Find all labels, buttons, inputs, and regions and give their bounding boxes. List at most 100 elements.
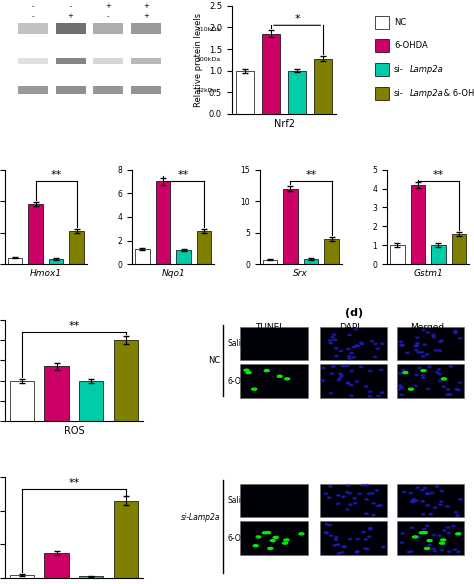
Circle shape <box>339 350 343 352</box>
Bar <box>390 245 404 264</box>
Circle shape <box>340 375 344 377</box>
Circle shape <box>341 366 345 367</box>
Circle shape <box>425 493 428 495</box>
Circle shape <box>409 388 413 390</box>
Circle shape <box>458 382 462 383</box>
Circle shape <box>440 550 444 551</box>
Circle shape <box>380 369 383 371</box>
Circle shape <box>424 487 427 489</box>
Bar <box>10 575 34 578</box>
Bar <box>156 182 170 264</box>
Circle shape <box>446 394 449 395</box>
Circle shape <box>347 383 350 384</box>
Circle shape <box>447 551 451 552</box>
Text: +: + <box>68 13 73 19</box>
Circle shape <box>416 343 419 344</box>
Circle shape <box>364 538 367 540</box>
Bar <box>93 86 123 95</box>
Circle shape <box>324 493 328 495</box>
Circle shape <box>409 492 412 494</box>
Circle shape <box>376 505 380 507</box>
Circle shape <box>338 377 342 378</box>
Text: **: ** <box>51 170 62 180</box>
Circle shape <box>348 334 351 336</box>
Circle shape <box>352 346 356 348</box>
Circle shape <box>441 539 446 541</box>
Bar <box>431 245 446 264</box>
Circle shape <box>382 547 385 548</box>
Circle shape <box>423 344 427 345</box>
Circle shape <box>365 485 369 486</box>
Circle shape <box>442 386 446 387</box>
Circle shape <box>411 502 415 503</box>
Circle shape <box>379 505 383 506</box>
Circle shape <box>453 549 456 550</box>
Circle shape <box>381 343 384 345</box>
Circle shape <box>367 493 371 494</box>
Circle shape <box>432 548 435 550</box>
Circle shape <box>331 336 334 338</box>
Text: si-Lamp2a: si-Lamp2a <box>181 513 220 522</box>
Bar <box>10 381 34 421</box>
Circle shape <box>348 358 351 359</box>
Bar <box>397 327 464 360</box>
Circle shape <box>365 386 368 387</box>
Circle shape <box>340 552 344 553</box>
Circle shape <box>424 548 428 550</box>
Circle shape <box>415 345 419 346</box>
Bar <box>452 234 466 264</box>
Bar <box>240 522 308 555</box>
Circle shape <box>356 345 359 347</box>
Circle shape <box>443 530 446 531</box>
Circle shape <box>368 370 372 371</box>
Circle shape <box>330 373 334 374</box>
Circle shape <box>374 356 377 357</box>
Bar <box>114 340 138 421</box>
Circle shape <box>362 531 365 533</box>
Bar <box>320 327 387 360</box>
Circle shape <box>434 350 438 351</box>
Bar <box>114 500 138 578</box>
Circle shape <box>285 378 290 380</box>
Bar <box>314 58 332 114</box>
Text: +: + <box>143 13 149 19</box>
Circle shape <box>335 355 338 357</box>
Circle shape <box>455 388 458 390</box>
Circle shape <box>399 341 403 343</box>
Circle shape <box>365 513 368 515</box>
Circle shape <box>438 535 441 537</box>
Circle shape <box>329 343 333 344</box>
Circle shape <box>418 367 421 369</box>
Circle shape <box>401 345 404 346</box>
Circle shape <box>400 345 403 346</box>
Circle shape <box>400 387 403 388</box>
Circle shape <box>337 503 340 505</box>
Circle shape <box>435 486 438 487</box>
Circle shape <box>264 370 269 371</box>
Text: 6-OHDA: 6-OHDA <box>394 41 428 50</box>
Circle shape <box>369 527 372 529</box>
Text: si-: si- <box>394 65 404 74</box>
Circle shape <box>416 536 420 537</box>
Text: & 6-OHDA: & 6-OHDA <box>440 89 474 98</box>
Circle shape <box>328 497 331 498</box>
Bar <box>79 576 103 578</box>
Circle shape <box>374 343 377 345</box>
Circle shape <box>334 347 338 349</box>
Circle shape <box>422 329 426 331</box>
Circle shape <box>365 548 369 550</box>
Bar <box>240 484 308 517</box>
Bar <box>131 86 161 95</box>
Circle shape <box>446 506 449 507</box>
Circle shape <box>438 373 441 375</box>
Circle shape <box>455 512 458 513</box>
Circle shape <box>353 498 356 499</box>
Circle shape <box>456 533 461 535</box>
Text: **: ** <box>68 321 80 331</box>
Bar <box>375 63 389 76</box>
Circle shape <box>440 340 443 342</box>
Circle shape <box>333 545 337 546</box>
Circle shape <box>361 485 365 486</box>
Circle shape <box>372 503 375 504</box>
Bar <box>304 259 318 264</box>
